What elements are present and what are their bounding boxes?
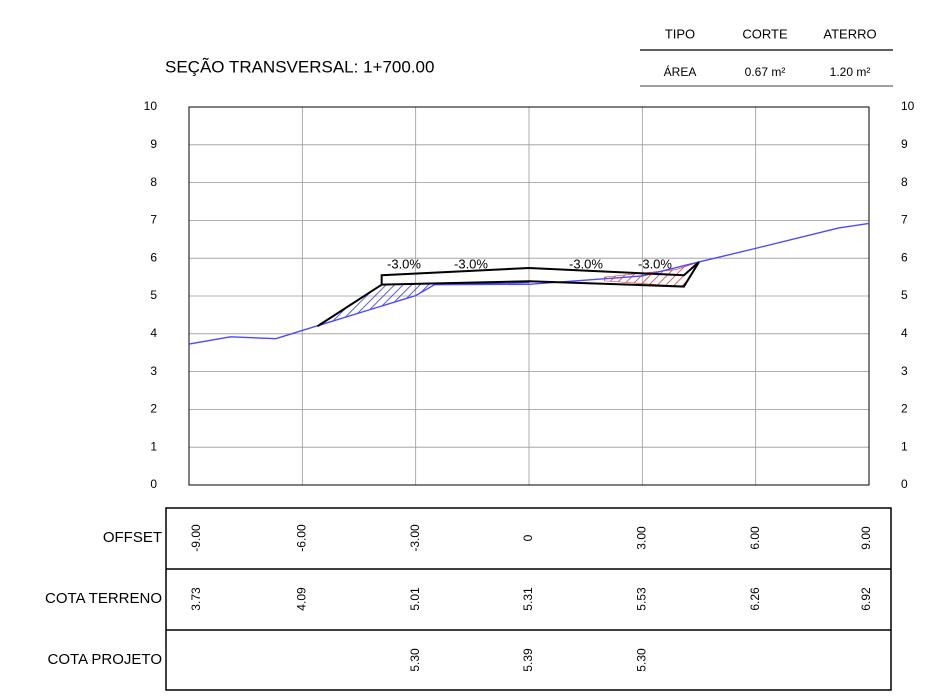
table-cell: 6.92: [859, 587, 873, 611]
section-line: [188, 222, 870, 345]
plot-frame: [188, 106, 870, 486]
y-tick-label: 1: [150, 439, 157, 453]
summary-header: ATERRO: [823, 26, 876, 41]
table-cell: 6.26: [748, 587, 762, 611]
table-cell: 5.53: [635, 587, 649, 611]
y-tick-label: 0: [901, 477, 908, 491]
table-cell: -6.00: [295, 524, 309, 552]
table-cell: 6.00: [748, 526, 762, 550]
row-label: COTA TERRENO: [45, 590, 162, 607]
y-tick-label: 9: [150, 137, 157, 151]
y-tick-label: 0: [150, 477, 157, 491]
table-cell: 5.31: [521, 587, 535, 611]
y-tick-label: 2: [901, 402, 908, 416]
y-tick-label: 4: [150, 326, 157, 340]
table-cell: -9.00: [189, 524, 203, 552]
table-cell: 5.30: [635, 648, 649, 672]
table-cell: 5.39: [521, 648, 535, 672]
y-tick-label: 3: [150, 364, 157, 378]
table-cell: 4.09: [295, 587, 309, 611]
y-tick-label: 7: [901, 213, 908, 227]
y-tick-label: 6: [150, 250, 157, 264]
summary-cell: 1.20 m²: [830, 65, 871, 79]
section-line: [316, 261, 700, 328]
y-tick-label: 2: [150, 402, 157, 416]
table-cell: -3.00: [408, 524, 422, 552]
slope-label: -3.0%: [569, 256, 603, 271]
y-tick-label: 10: [901, 99, 915, 113]
chart-title: SEÇÃO TRANSVERSAL: 1+700.00: [165, 57, 434, 76]
summary-cell: ÁREA: [664, 64, 697, 79]
table-cell: 5.01: [408, 587, 422, 611]
table-cell: 5.30: [408, 648, 422, 672]
table-cell: 3.00: [635, 526, 649, 550]
y-tick-label: 6: [901, 250, 908, 264]
y-tick-label: 8: [150, 175, 157, 189]
y-tick-label: 5: [901, 288, 908, 302]
table-cell: 3.73: [189, 587, 203, 611]
y-tick-label: 3: [901, 364, 908, 378]
y-tick-label: 10: [144, 99, 158, 113]
y-tick-label: 9: [901, 137, 908, 151]
table-cell: 0: [521, 534, 535, 541]
y-tick-label: 8: [901, 175, 908, 189]
slope-label: -3.0%: [638, 256, 672, 271]
y-tick-label: 1: [901, 439, 908, 453]
table-cell: 9.00: [859, 526, 873, 550]
table-frame: [165, 507, 892, 691]
summary-header: TIPO: [665, 26, 695, 41]
summary-cell: 0.67 m²: [745, 65, 786, 79]
row-label: COTA PROJETO: [48, 651, 162, 668]
y-tick-label: 4: [901, 326, 908, 340]
row-label: OFFSET: [103, 529, 162, 546]
summary-header: CORTE: [742, 26, 788, 41]
slope-label: -3.0%: [387, 256, 421, 271]
y-tick-label: 5: [150, 288, 157, 302]
slope-label: -3.0%: [454, 256, 488, 271]
y-tick-label: 7: [150, 213, 157, 227]
